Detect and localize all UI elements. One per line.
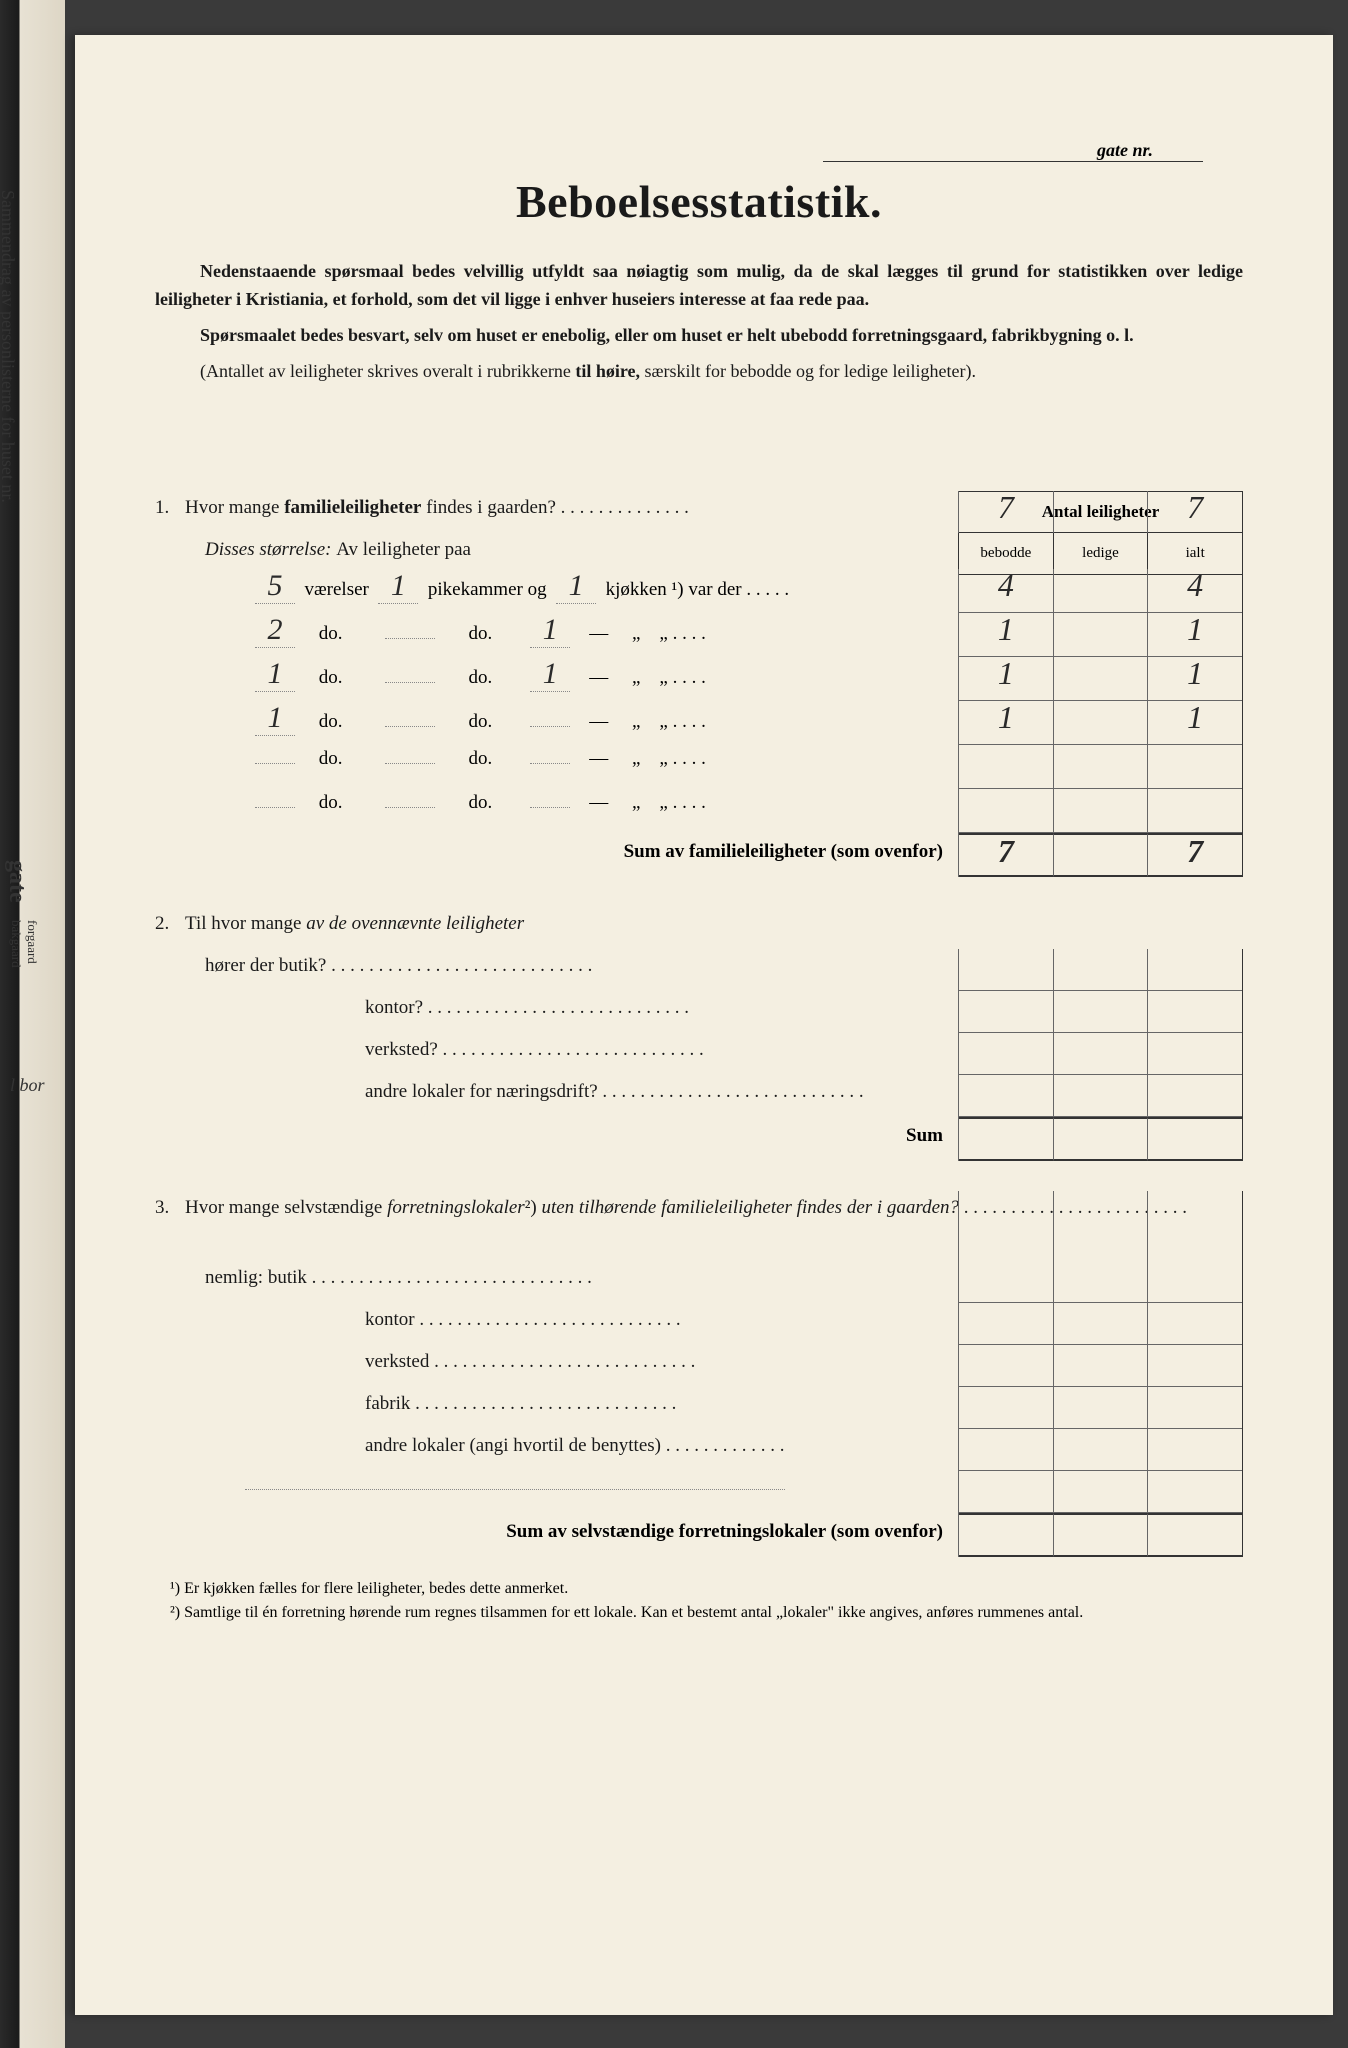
footnote-1: ¹) Er kjøkken fælles for flere leilighet… <box>155 1577 1243 1601</box>
page-title: Beboelsesstatistik. <box>155 175 1243 228</box>
q2-line-3: andre lokaler for næringsdrift? . . . . … <box>155 1075 1243 1117</box>
q1-bebodde: 7 <box>959 491 1054 533</box>
q1-main: 1. Hvor mange familieleiligheter findes … <box>155 491 1243 533</box>
q3-line-3: fabrik . . . . . . . . . . . . . . . . .… <box>155 1387 1243 1429</box>
intro-paragraph-3: (Antallet av leiligheter skrives overalt… <box>155 358 1243 386</box>
q2-sum: Sum <box>155 1117 1243 1161</box>
q1-row-2: 1 do. do. 1 — „ „ . . . .11 <box>155 657 1243 701</box>
q1-row-5: do. do. — „ „ . . . . <box>155 789 1243 833</box>
q1-row-b: 1 <box>959 657 1054 701</box>
q1-row-i: 1 <box>1148 657 1242 701</box>
content-area: Antal leiligheter bebodde ledige ialt 1.… <box>155 491 1243 1625</box>
book-spine: Sammendrag av personlisterne for huset n… <box>0 0 65 2048</box>
q1-row-kj <box>530 726 570 727</box>
q1-sum-bebodde: 7 <box>959 833 1054 877</box>
q1-row-3: 1 do. do. — „ „ . . . .11 <box>155 701 1243 745</box>
header-gate-nr: gate nr. <box>823 140 1203 162</box>
q1-row-0: 5 værelser 1 pikekammer og 1 kjøkken ¹) … <box>155 569 1243 613</box>
q1-row-kj: 1 <box>530 613 570 648</box>
q3-line-4: andre lokaler (angi hvortil de benyttes)… <box>155 1429 1243 1471</box>
q2-main: 2. Til hvor mange av de ovennævnte leili… <box>155 907 1243 949</box>
spine-text-summary: Sammendrag av personlisterne for huset n… <box>0 190 18 503</box>
q1-sub-label: Disses størrelse: Av leiligheter paa <box>155 533 1243 569</box>
q1-row-kj <box>530 807 570 808</box>
q1-row-b: 4 <box>959 569 1054 613</box>
spine-text-bor: l bor <box>10 1075 45 1096</box>
footnotes: ¹) Er kjøkken fælles for flere leilighet… <box>155 1577 1243 1625</box>
q1-row-4: do. do. — „ „ . . . . <box>155 745 1243 789</box>
intro-paragraph-1: Nedenstaaende spørsmaal bedes velvillig … <box>155 258 1243 314</box>
question-1: 1. Hvor mange familieleiligheter findes … <box>155 491 1243 877</box>
q1-row-vaer <box>255 807 295 808</box>
intro-paragraph-2: Spørsmaalet bedes besvart, selv om huset… <box>155 322 1243 350</box>
q1-ialt: 7 <box>1148 491 1242 533</box>
q1-row-kj: 1 <box>556 569 596 604</box>
footnote-2: ²) Samtlige til én forretning hørende ru… <box>155 1601 1243 1625</box>
q1-row-i <box>1148 789 1242 833</box>
q1-row-kj: 1 <box>530 657 570 692</box>
q1-row-i: 4 <box>1148 569 1242 613</box>
q3-main: 3. Hvor mange selvstændige forretningslo… <box>155 1191 1243 1261</box>
q1-row-1: 2 do. do. 1 — „ „ . . . .11 <box>155 613 1243 657</box>
q3-line-2: verksted . . . . . . . . . . . . . . . .… <box>155 1345 1243 1387</box>
q3-nemlig: nemlig: butik . . . . . . . . . . . . . … <box>155 1261 1243 1303</box>
q3-line-1: kontor . . . . . . . . . . . . . . . . .… <box>155 1303 1243 1345</box>
q1-row-b: 1 <box>959 613 1054 657</box>
q1-row-vaer: 1 <box>255 701 295 736</box>
spine-text-gaard: forgaardbakgaard <box>9 920 40 968</box>
q1-row-b <box>959 745 1054 789</box>
q1-row-b <box>959 789 1054 833</box>
q1-sum: Sum av familieleiligheter (som ovenfor) … <box>155 833 1243 877</box>
q1-row-vaer: 1 <box>255 657 295 692</box>
q1-row-i: 1 <box>1148 613 1242 657</box>
q1-row-vaer: 5 <box>255 569 295 604</box>
q1-row-i: 1 <box>1148 701 1242 745</box>
q2-line-1: kontor? . . . . . . . . . . . . . . . . … <box>155 991 1243 1033</box>
q1-row-i <box>1148 745 1242 789</box>
question-3: 3. Hvor mange selvstændige forretningslo… <box>155 1191 1243 1557</box>
q3-blank-line <box>155 1471 1243 1513</box>
question-2: 2. Til hvor mange av de ovennævnte leili… <box>155 907 1243 1161</box>
q1-row-vaer: 2 <box>255 613 295 648</box>
q1-row-kj <box>530 763 570 764</box>
q1-sum-ialt: 7 <box>1148 833 1242 877</box>
q1-row-b: 1 <box>959 701 1054 745</box>
q2-line-0: hører der butik? . . . . . . . . . . . .… <box>155 949 1243 991</box>
document-page: gate nr. Beboelsesstatistik. Nedenstaaen… <box>75 35 1333 2015</box>
spine-text-gate: gate <box>3 860 30 903</box>
q3-sum: Sum av selvstændige forretningslokaler (… <box>155 1513 1243 1557</box>
q1-row-pk: 1 <box>378 569 418 604</box>
q2-line-2: verksted? . . . . . . . . . . . . . . . … <box>155 1033 1243 1075</box>
q1-row-vaer <box>255 763 295 764</box>
